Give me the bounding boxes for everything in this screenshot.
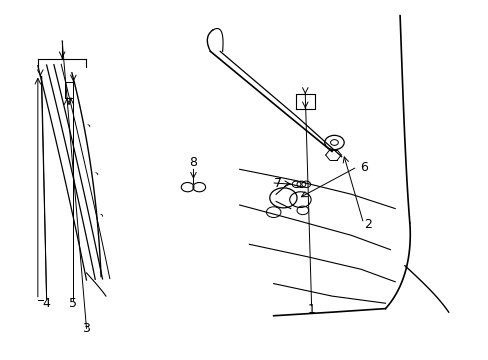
Text: 6: 6 xyxy=(359,161,367,174)
Text: 2: 2 xyxy=(364,218,372,231)
Text: 3: 3 xyxy=(82,322,90,335)
Text: 8: 8 xyxy=(189,156,197,169)
Text: 4: 4 xyxy=(42,297,50,310)
Text: 1: 1 xyxy=(307,303,315,316)
Text: 5: 5 xyxy=(69,297,77,310)
Text: 7: 7 xyxy=(273,177,281,190)
